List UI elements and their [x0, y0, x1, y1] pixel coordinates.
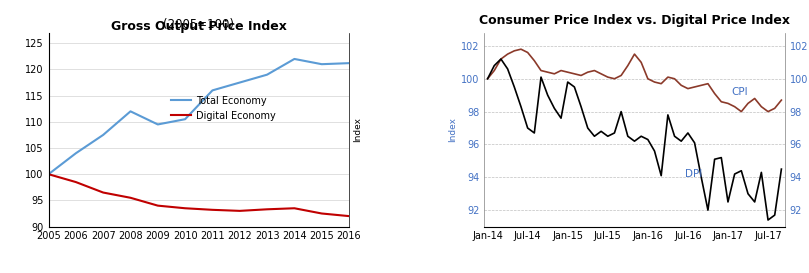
- Total Economy: [208, 89, 218, 92]
- Total Economy: [235, 81, 244, 84]
- Text: DPI: DPI: [684, 169, 702, 179]
- Digital Economy: [317, 212, 327, 215]
- Digital Economy: [290, 207, 299, 210]
- Total Economy: [153, 123, 163, 126]
- Digital Economy: [235, 209, 244, 212]
- Y-axis label: Index: Index: [354, 117, 362, 142]
- Line: Total Economy: Total Economy: [49, 59, 349, 174]
- Total Economy: [180, 118, 190, 121]
- Total Economy: [125, 110, 135, 113]
- Title: Gross Output Price Index: Gross Output Price Index: [111, 20, 286, 33]
- Text: CPI: CPI: [731, 87, 748, 97]
- Total Economy: [44, 173, 53, 176]
- Total Economy: [344, 61, 354, 65]
- Total Economy: [99, 133, 108, 136]
- Legend: Total Economy, Digital Economy: Total Economy, Digital Economy: [167, 92, 279, 124]
- Digital Economy: [208, 208, 218, 212]
- Digital Economy: [125, 196, 135, 199]
- Text: (2005=100): (2005=100): [163, 18, 235, 31]
- Digital Economy: [71, 180, 81, 184]
- Digital Economy: [99, 191, 108, 194]
- Digital Economy: [262, 208, 272, 211]
- Digital Economy: [153, 204, 163, 207]
- Total Economy: [290, 57, 299, 61]
- Line: Digital Economy: Digital Economy: [49, 174, 349, 216]
- Total Economy: [71, 152, 81, 155]
- Digital Economy: [44, 173, 53, 176]
- Digital Economy: [180, 207, 190, 210]
- Y-axis label: Index: Index: [447, 117, 457, 142]
- Digital Economy: [344, 215, 354, 218]
- Total Economy: [262, 73, 272, 76]
- Title: Consumer Price Index vs. Digital Price Index: Consumer Price Index vs. Digital Price I…: [479, 14, 790, 27]
- Total Economy: [317, 63, 327, 66]
